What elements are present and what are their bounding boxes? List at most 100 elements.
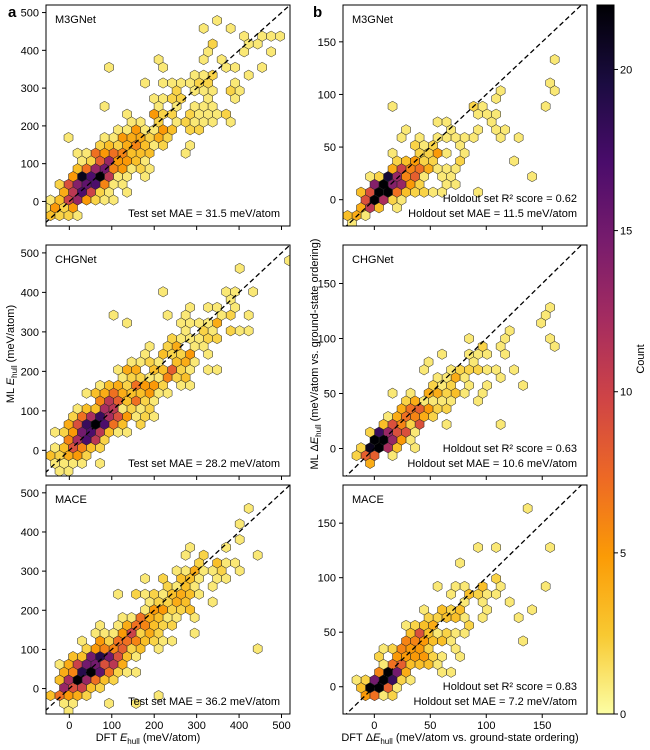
hexbin — [473, 124, 483, 136]
a-xlabel: DFT Ehull (meV/atom) — [96, 732, 201, 746]
hexbin — [396, 194, 407, 206]
plot-frame — [342, 244, 588, 477]
y-tick-label: 150 — [318, 518, 336, 530]
hexbin — [54, 194, 65, 206]
hexbin — [365, 442, 375, 454]
hexbin — [131, 697, 141, 709]
hexbin — [414, 658, 425, 670]
hexbin — [509, 155, 519, 167]
hexbin — [95, 682, 105, 694]
hexbin — [360, 210, 371, 222]
hexbin — [243, 309, 254, 321]
hexbin — [171, 612, 182, 624]
hexbin — [180, 147, 191, 159]
hexbin — [464, 333, 474, 345]
hexbin — [549, 54, 560, 66]
hexbin — [54, 465, 65, 476]
y-tick-label: 100 — [21, 644, 39, 656]
hexbin — [252, 643, 263, 655]
hexbin — [500, 348, 510, 360]
parity-line — [46, 485, 290, 711]
hexbin — [437, 348, 447, 360]
hexbin — [405, 418, 416, 430]
b-ylabel: ML ΔEhull (meV/atom vs. ground-state ord… — [309, 239, 323, 470]
panel-m3gnet-b: 0 50 100 150 M3GNet Holdout set R² score = 0.… — [318, 4, 588, 230]
hexbin — [207, 38, 218, 50]
y-tick-label: 500 — [21, 248, 39, 260]
hexbin — [185, 604, 195, 616]
y-tick-label: 300 — [21, 83, 39, 95]
hexbin — [126, 163, 137, 175]
hexbin — [63, 705, 74, 714]
hexbin — [513, 612, 524, 624]
hexbin — [95, 457, 105, 469]
hexbin — [171, 565, 182, 577]
panel-chgnet-a: 0 100 200 300 400 500 CHGNet Test set MAE = 28.… — [21, 244, 291, 480]
hexbin — [221, 557, 231, 569]
hexbin — [437, 604, 447, 616]
hexbin — [405, 403, 416, 415]
hexbin — [419, 604, 429, 616]
hexbin — [450, 178, 461, 190]
y-tick-label: 50 — [324, 142, 336, 154]
hexbin — [432, 132, 443, 144]
hexbin — [113, 155, 123, 167]
hexbin — [504, 596, 515, 608]
hexbin — [212, 364, 222, 376]
x-tick-label: 300 — [187, 720, 205, 732]
hexbin — [135, 372, 146, 384]
hexbin — [90, 418, 101, 430]
model-label: M3GNet — [55, 14, 96, 26]
hexbin — [459, 612, 470, 624]
hexbin — [149, 411, 159, 423]
hexbin — [491, 588, 501, 600]
panel-chgnet-b: 0 50 100 150 CHGNet Holdout set R² score = 0.… — [318, 244, 588, 480]
hexbin — [423, 658, 434, 670]
hexbin — [167, 77, 177, 89]
hexbin — [113, 124, 123, 136]
hexbins — [46, 15, 285, 222]
hexbin — [482, 364, 492, 376]
hexbin — [68, 651, 78, 663]
hexbin — [63, 132, 74, 144]
x-tick-label: 500 — [272, 720, 290, 732]
hexbin — [518, 379, 528, 391]
hexbin — [135, 116, 146, 128]
hexbin — [365, 426, 375, 438]
mae-annotation: Test set MAE = 31.5 meV/atom — [128, 208, 280, 220]
hexbin — [509, 364, 519, 376]
hexbin — [459, 627, 470, 639]
plot-frame — [342, 4, 588, 227]
x-tick-label: 400 — [230, 720, 248, 732]
hexbin — [212, 108, 222, 120]
hexbin — [153, 356, 164, 368]
hexbin — [72, 210, 83, 222]
y-tick-label: 0 — [330, 682, 336, 694]
hexbin — [365, 171, 375, 183]
hexbin — [495, 418, 506, 430]
hexbin — [122, 666, 132, 678]
hexbin — [212, 15, 222, 27]
hexbin — [540, 580, 551, 592]
hexbin — [95, 619, 105, 631]
hexbin — [405, 643, 416, 655]
hexbin — [441, 147, 452, 159]
hexbin — [158, 588, 168, 600]
plot-frame — [45, 244, 291, 477]
hexbin — [144, 356, 155, 368]
hexbin — [495, 372, 506, 384]
x-tick-label: 50 — [424, 720, 436, 732]
hexbin — [491, 108, 501, 120]
hexbin — [77, 457, 87, 469]
hexbin — [455, 651, 465, 663]
hexbins — [46, 255, 290, 476]
hexbin — [401, 619, 411, 631]
hexbin — [140, 573, 150, 585]
hexbin — [266, 30, 276, 42]
hexbin — [378, 643, 389, 655]
hexbin — [257, 61, 267, 73]
hexbin — [459, 596, 470, 608]
hexbin — [405, 387, 416, 399]
hexbin — [126, 147, 137, 159]
